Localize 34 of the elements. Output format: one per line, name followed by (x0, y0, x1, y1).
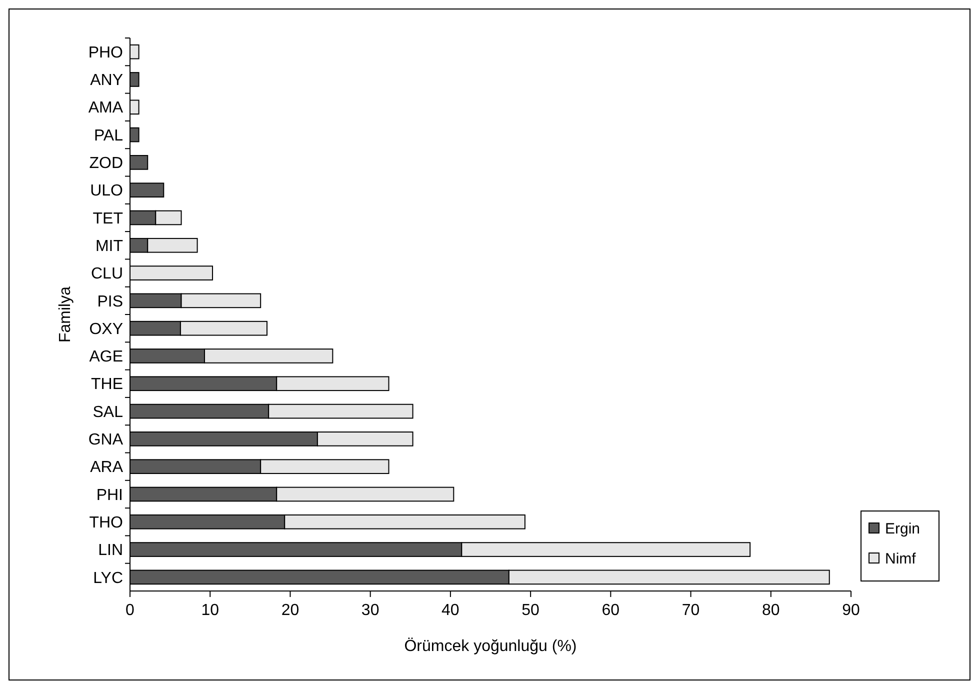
y-tick-label: PHO (88, 44, 123, 62)
x-tick-label: 70 (682, 602, 700, 619)
y-tick-label: PIS (97, 293, 123, 310)
y-tick-label: ZOD (89, 155, 123, 172)
y-tick-label: AGE (89, 348, 123, 366)
y-tick-label: CLU (90, 266, 123, 283)
x-axis-title: Örümcek yoğunluğu (%) (404, 637, 577, 655)
y-tick-label: SAL (92, 404, 124, 421)
y-tick-label: THE (91, 376, 123, 394)
y-tick-label: MIT (95, 238, 124, 255)
y-tick-label: ANY (90, 72, 124, 90)
legend-label: Ergin (885, 520, 920, 538)
y-tick-label: LIN (98, 542, 123, 560)
x-tick-label: 50 (522, 602, 540, 619)
x-tick-label: 90 (842, 602, 860, 619)
x-tick-label: 80 (762, 602, 780, 619)
y-tick-label: OXY (89, 320, 124, 338)
x-tick-label: 20 (281, 602, 300, 619)
legend-label: Nimf (885, 550, 917, 568)
y-tick-label: TET (92, 210, 124, 228)
x-tick-label: 30 (361, 602, 380, 619)
y-tick-label: THO (89, 514, 123, 532)
x-tick-label: 10 (201, 602, 220, 619)
y-tick-label: GNA (88, 432, 124, 449)
y-tick-label: LYC (93, 570, 123, 587)
x-tick-label: 0 (126, 602, 135, 619)
x-tick-label: 40 (442, 602, 460, 619)
y-tick-label: PAL (94, 127, 124, 144)
y-tick-label: PHI (96, 486, 123, 504)
y-tick-label: AMA (88, 100, 124, 117)
y-tick-label: ULO (90, 182, 123, 200)
x-tick-label: 60 (602, 602, 620, 619)
y-tick-label: ARA (90, 459, 124, 476)
y-axis-title: Familya (57, 286, 74, 343)
